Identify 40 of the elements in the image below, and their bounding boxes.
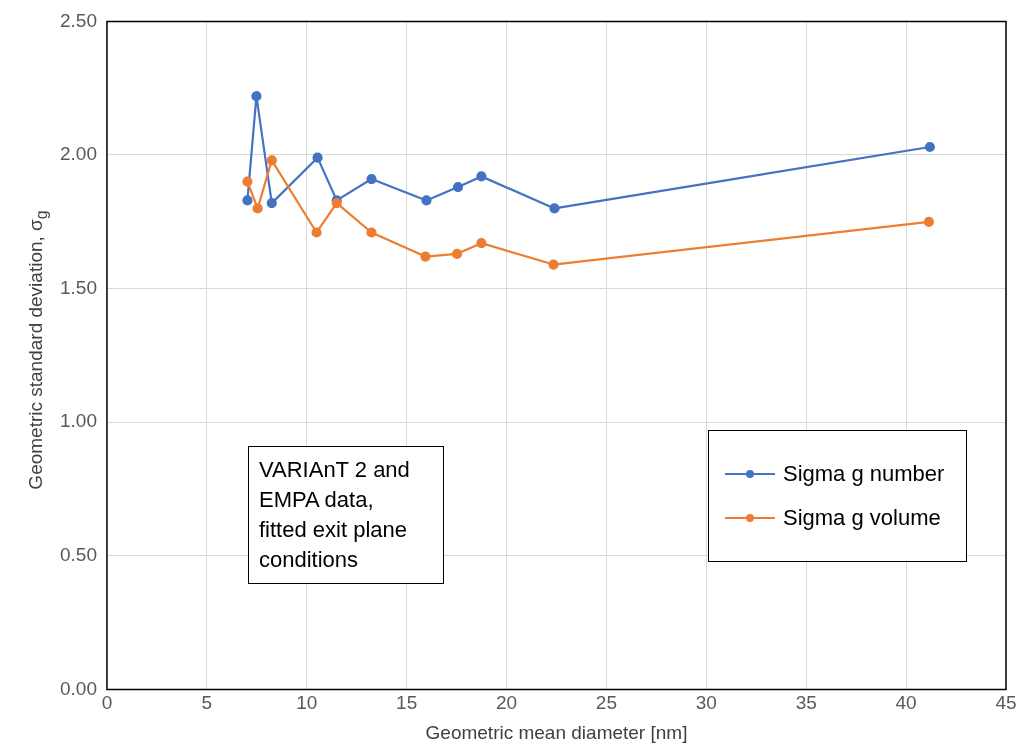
- point: [476, 171, 487, 182]
- point: [251, 91, 262, 102]
- point: [923, 216, 934, 227]
- x-tick-label: 45: [995, 692, 1017, 714]
- y-tick-label: 1.50: [60, 276, 97, 298]
- point: [242, 176, 253, 187]
- y-tick-label: 2.50: [60, 9, 97, 31]
- x-tick-label: 30: [695, 692, 717, 714]
- point: [312, 152, 323, 163]
- point: [366, 227, 377, 238]
- x-axis-title: Geometric mean diameter [nm]: [425, 721, 688, 743]
- point: [451, 248, 463, 259]
- x-tick-label: 35: [795, 692, 817, 714]
- legend-label: Sigma g number: [783, 461, 945, 487]
- y-tick-label: 0.50: [60, 544, 97, 566]
- x-tick-label: 10: [296, 692, 318, 714]
- point: [476, 238, 487, 249]
- legend-label: Sigma g volume: [783, 505, 941, 531]
- point: [311, 227, 322, 238]
- point: [549, 203, 560, 214]
- point: [924, 141, 935, 153]
- point: [421, 195, 432, 206]
- x-tick-label: 25: [595, 692, 618, 714]
- point: [420, 251, 431, 262]
- point: [266, 155, 277, 166]
- annotation: VARIAnT 2 and EMPA data, fitted exit plane conditions: [248, 446, 444, 584]
- y-tick-label: 1.00: [60, 410, 97, 432]
- y-tick-label: 2.00: [60, 143, 97, 165]
- point: [366, 173, 377, 185]
- x-tick-label: 5: [201, 692, 213, 714]
- x-tick-label: 20: [495, 692, 518, 714]
- y-tick-label: 0.00: [60, 677, 97, 699]
- point: [252, 203, 263, 214]
- x-tick-label: 40: [895, 692, 917, 714]
- point: [266, 198, 277, 209]
- point: [452, 181, 464, 193]
- x-tick-label: 0: [101, 692, 113, 714]
- x-tick-label: 15: [396, 692, 418, 714]
- point: [548, 259, 559, 270]
- point: [242, 195, 253, 206]
